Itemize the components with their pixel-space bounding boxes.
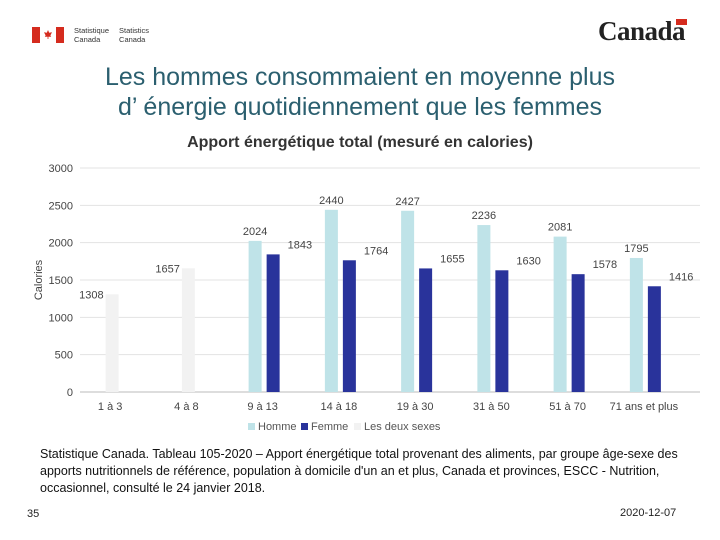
x-tick-label: 71 ans et plus [610,401,679,413]
data-label: 2440 [319,195,343,207]
statcan-signature[interactable]: Statistique Canada Statistics Canada [32,26,149,44]
fip-fr-line1: Statistics [119,26,150,35]
y-tick-label: 2500 [49,200,73,212]
fip-fr-line2: Canada [119,35,146,44]
slide-title: Les hommes consommaient en moyenne plus … [0,62,720,122]
bar [553,236,567,392]
data-label: 1630 [516,255,540,267]
bar [571,274,585,392]
legend-swatch [301,423,308,430]
bar [401,210,415,392]
data-label: 2081 [548,222,572,234]
bar [419,268,433,392]
data-label: 1657 [155,263,179,275]
slide-title-line1: Les hommes consommaient en moyenne plus [105,63,615,91]
slide-date: 2020-12-07 [620,507,677,519]
data-label: 1578 [593,259,617,271]
x-tick-label: 31 à 50 [473,401,510,413]
bar [629,257,643,392]
source-note: Statistique Canada. Tableau 105-2020 – A… [40,447,678,495]
data-label: 2024 [243,226,267,238]
page-number: 35 [27,508,40,520]
x-tick-label: 4 à 8 [174,401,198,413]
bar [181,268,195,392]
legend-swatch [354,423,361,430]
x-tick-label: 1 à 3 [98,401,122,413]
bar [342,260,356,392]
legend-label: Homme [258,421,297,433]
fip-en-line1: Statistique [74,26,110,35]
canada-wordmark: Canada [598,16,686,46]
legend-swatch [248,423,255,430]
bar [105,294,119,392]
x-tick-label: 51 à 70 [549,401,586,413]
canada-flag-icon [32,27,64,43]
data-label: 1795 [624,243,648,255]
bar [495,270,509,392]
signature-text: Statistique Canada Statistics Canada [74,26,149,44]
data-label: 1764 [364,245,388,257]
data-label: 1416 [669,271,693,283]
slide-title-line2: d’ énergie quotidiennement que les femme… [117,93,603,121]
data-label: 1655 [440,253,464,265]
data-label: 2427 [395,196,419,208]
y-tick-label: 3000 [49,163,73,175]
y-axis-label: Calories [33,259,45,300]
fip-en-line2: Canada [74,35,101,44]
legend-label: Les deux sexes [364,421,441,433]
wordmark-flag-icon [676,19,687,25]
data-label: 1843 [288,239,312,251]
bar [266,254,280,392]
chart-title: Apport énergétique total (mesuré en calo… [187,134,533,151]
y-tick-label: 2000 [49,238,73,250]
data-label: 1308 [79,289,103,301]
y-tick-label: 0 [67,387,73,399]
x-tick-label: 14 à 18 [321,401,358,413]
legend-label: Femme [311,421,348,433]
bar [477,225,491,392]
y-tick-label: 1500 [49,275,73,287]
bar [248,240,262,392]
bar [647,286,661,392]
y-tick-label: 1000 [49,312,73,324]
y-tick-label: 500 [55,350,73,362]
header: Statistique Canada Statistics Canada Can… [0,0,720,58]
data-label: 2236 [472,210,496,222]
x-tick-label: 19 à 30 [397,401,434,413]
bar [324,209,338,392]
bar-chart: 0 500 1000 1500 2000 2500 3000 Calories 1 à 3 130… [33,163,700,433]
x-tick-label: 9 à 13 [247,401,278,413]
